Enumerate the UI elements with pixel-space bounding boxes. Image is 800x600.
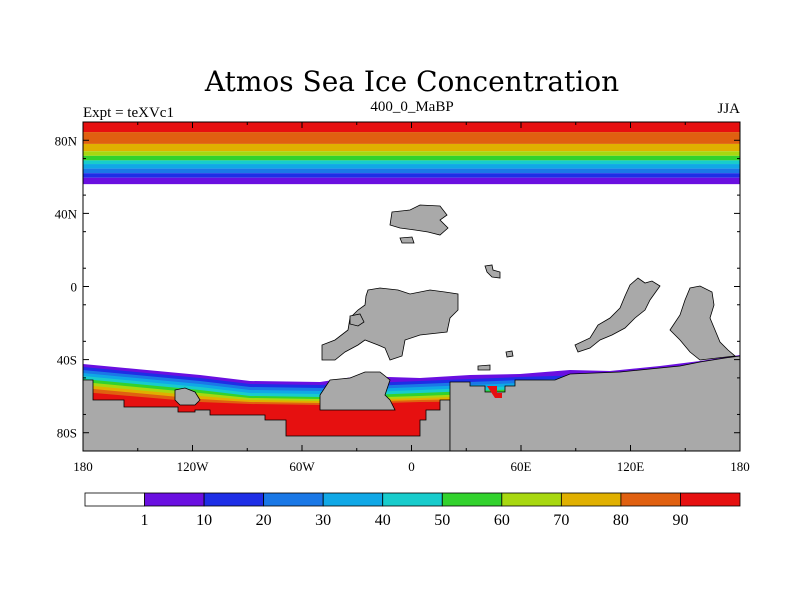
north-ice-band-9 bbox=[83, 177, 740, 185]
x-tick-label: 180 bbox=[73, 459, 93, 474]
colorbar-label: 50 bbox=[434, 512, 450, 529]
x-axis: 180 120W 60W 0 60E 120E 180 bbox=[73, 122, 750, 474]
experiment-label: Expt = teXVc1 bbox=[83, 105, 174, 121]
colorbar-box bbox=[560, 492, 622, 507]
colorbar-box bbox=[84, 492, 145, 507]
north-ice-band-6 bbox=[83, 164, 740, 169]
north-ice-band-2 bbox=[83, 143, 740, 152]
x-tick-label: 0 bbox=[408, 459, 415, 474]
colorbar-label: 90 bbox=[672, 512, 688, 529]
y-tick-label: 40S bbox=[57, 353, 77, 368]
north-ice-band-5 bbox=[83, 160, 740, 165]
y-tick-label: 40N bbox=[55, 206, 78, 221]
land-weddell-edge bbox=[319, 371, 396, 411]
y-axis: 80N 40N 0 40S 80S bbox=[55, 121, 740, 452]
x-tick-label: 180 bbox=[730, 459, 750, 474]
colorbar-label: 20 bbox=[256, 512, 272, 529]
season-label: JJA bbox=[717, 101, 740, 117]
land-antarctica-west bbox=[83, 379, 451, 451]
colorbar-label: 30 bbox=[315, 512, 331, 529]
land-indian-island bbox=[477, 364, 491, 371]
southern-ice-patch bbox=[487, 386, 502, 398]
land-antarctic-peninsula bbox=[174, 387, 201, 406]
land-madagascar bbox=[505, 350, 514, 358]
north-ice-band-1 bbox=[83, 132, 740, 144]
land-africa bbox=[321, 287, 459, 361]
north-ice-band-8 bbox=[83, 173, 740, 178]
north-ice-band-3 bbox=[83, 151, 740, 156]
colorbar-box bbox=[620, 492, 681, 507]
colorbar-box bbox=[441, 492, 503, 507]
x-tick-label: 60W bbox=[289, 459, 315, 474]
ice-patch-red bbox=[487, 386, 502, 398]
colorbar-box bbox=[203, 492, 265, 507]
colorbar-label: 10 bbox=[196, 512, 212, 529]
y-tick-label: 80S bbox=[57, 426, 77, 441]
land-small-africa bbox=[349, 313, 365, 327]
arctic-ice-bands bbox=[83, 122, 740, 185]
colorbar-label: 40 bbox=[375, 512, 391, 529]
colorbar-label: 1 bbox=[141, 512, 149, 529]
map-plot-area bbox=[83, 122, 740, 451]
colorbar-label: 60 bbox=[494, 512, 510, 529]
land-south-america bbox=[574, 277, 661, 353]
north-ice-band-4 bbox=[83, 155, 740, 161]
land-antarctica-east bbox=[449, 355, 740, 451]
x-tick-label: 120E bbox=[617, 459, 645, 474]
x-tick-label: 120W bbox=[177, 459, 210, 474]
colorbar-label: 70 bbox=[553, 512, 569, 529]
colorbar-box bbox=[501, 492, 562, 507]
colorbar-box bbox=[144, 492, 205, 507]
chart-title: Atmos Sea Ice Concentration bbox=[204, 65, 619, 98]
x-tick-label: 60E bbox=[511, 459, 532, 474]
land-greenland bbox=[389, 204, 449, 236]
land-north-america-tip bbox=[669, 285, 736, 361]
colorbar-box bbox=[322, 492, 384, 507]
y-tick-label: 80N bbox=[55, 133, 78, 148]
land-arabia bbox=[484, 264, 501, 279]
colorbar-box bbox=[382, 492, 443, 507]
colorbar: 1 10 20 30 40 50 60 70 80 90 bbox=[84, 492, 741, 529]
colorbar-box bbox=[680, 492, 741, 507]
land-iceland bbox=[399, 236, 415, 244]
y-tick-label: 0 bbox=[71, 280, 78, 295]
north-ice-band-7 bbox=[83, 168, 740, 174]
colorbar-label: 80 bbox=[613, 512, 629, 529]
chart-subtitle: 400_0_MaBP bbox=[370, 99, 453, 115]
colorbar-box bbox=[263, 492, 324, 507]
land-masses bbox=[83, 204, 740, 451]
